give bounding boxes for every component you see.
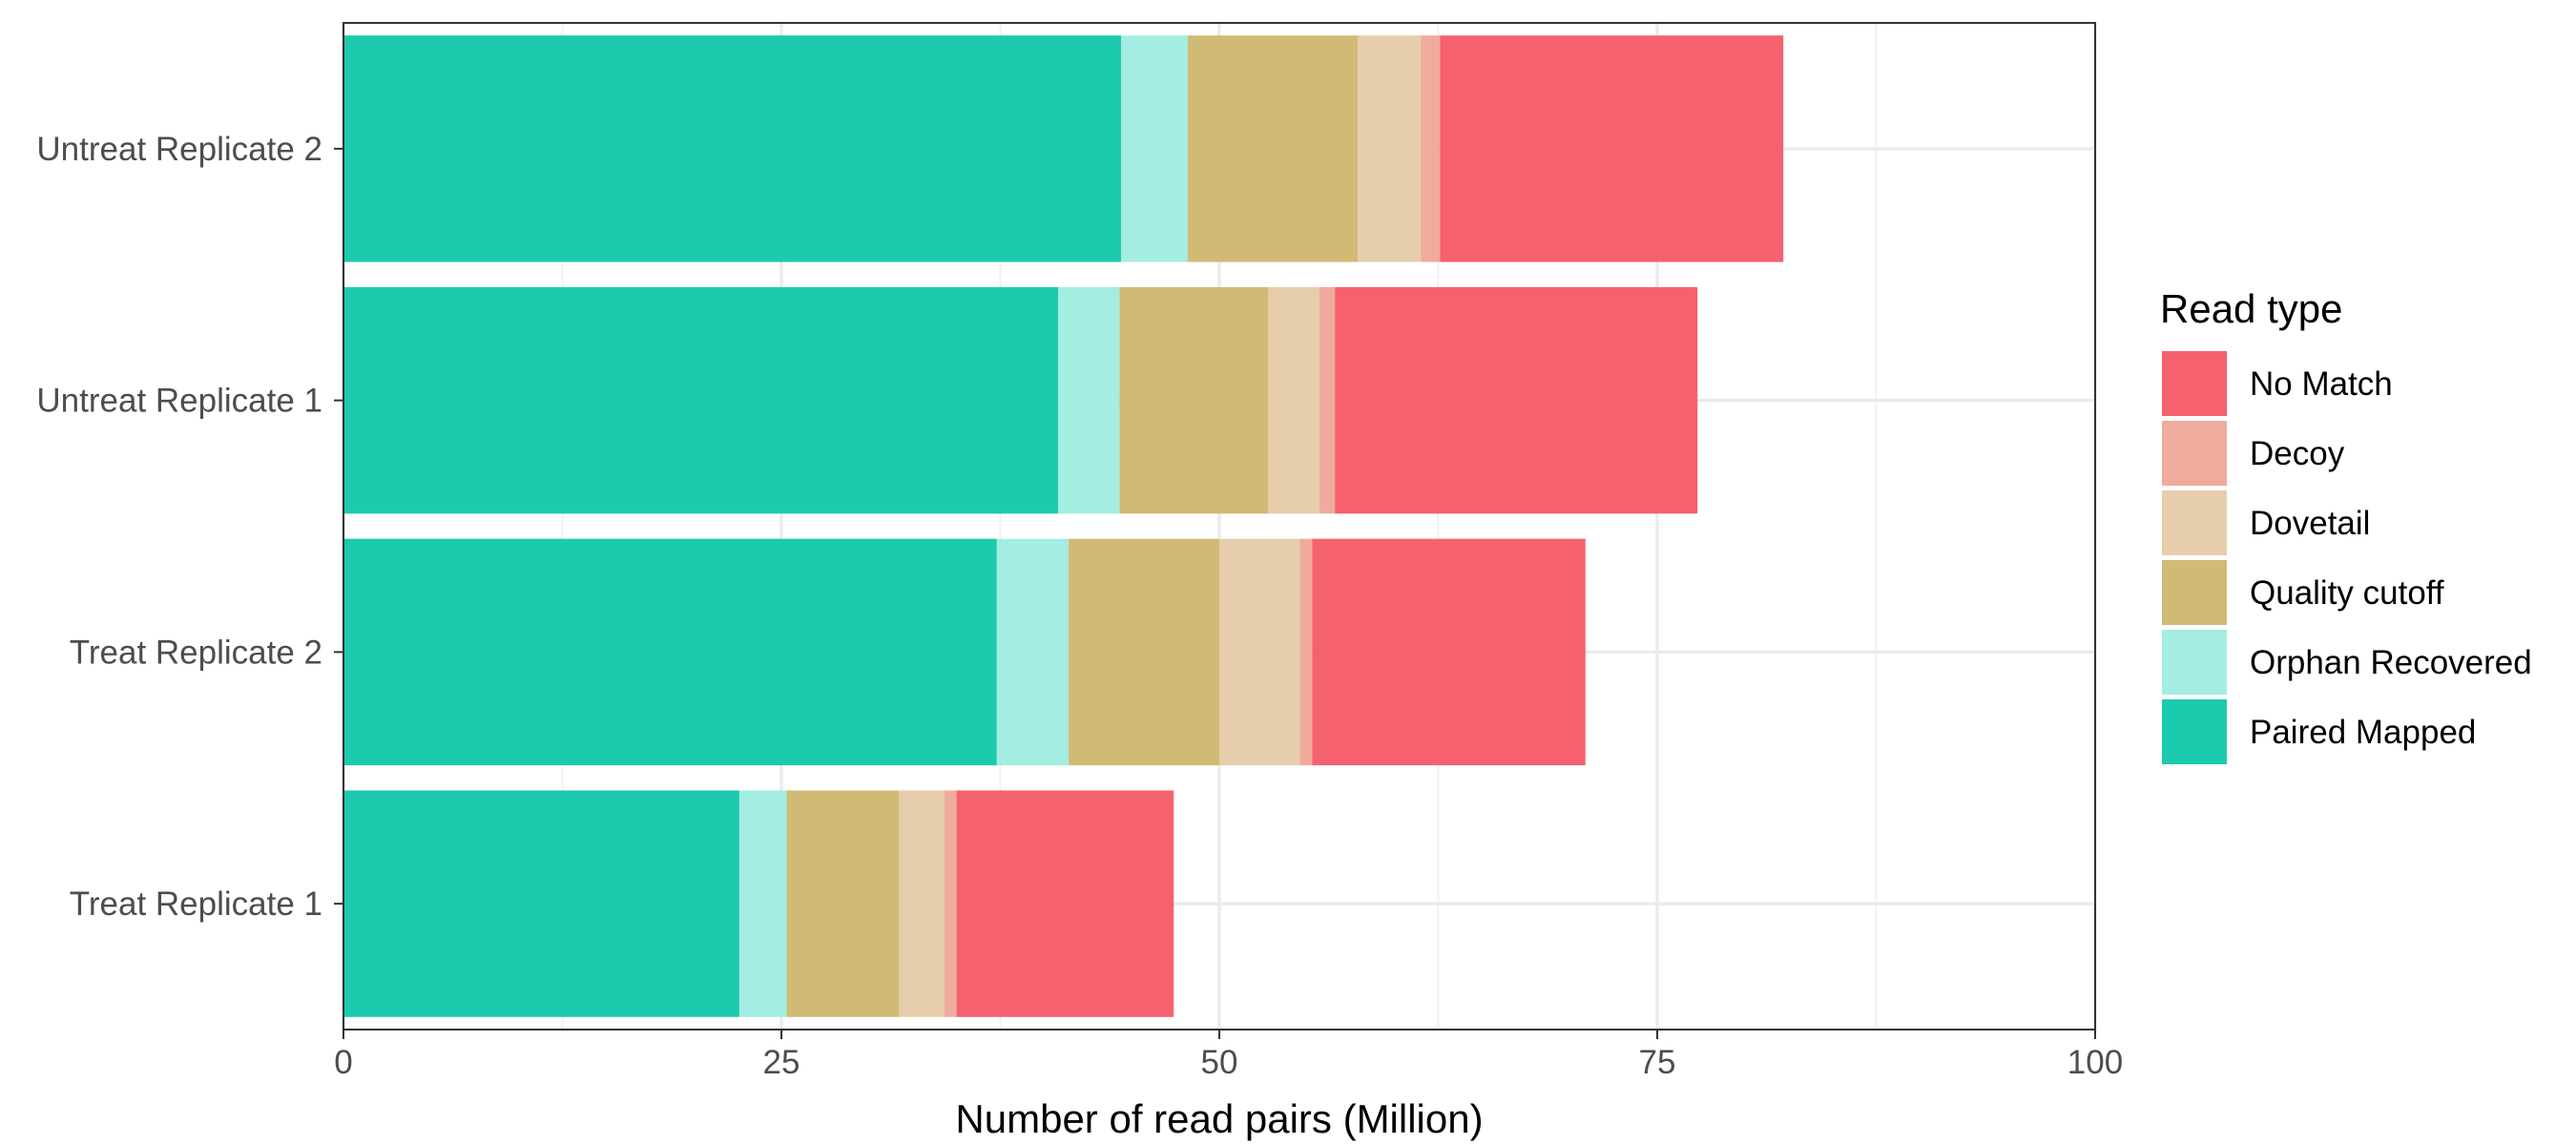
legend-label: Quality cutoff [2250, 574, 2444, 612]
bar-segment [1440, 35, 1784, 262]
bar-segment [1358, 35, 1422, 262]
bar-segment [1319, 286, 1336, 514]
bar-segment [738, 790, 787, 1017]
bar-segment [1299, 538, 1313, 766]
bar-segment [786, 790, 900, 1017]
legend: Read type No Match Decoy Dovetail Quality c… [2160, 286, 2532, 764]
bar-segment [956, 790, 1174, 1017]
bar-segment [343, 790, 739, 1017]
bar-segment [1069, 538, 1219, 766]
legend-key [2162, 490, 2227, 555]
bar-segment [1421, 35, 1441, 262]
bar-segment [1268, 286, 1319, 514]
legend-key [2162, 560, 2227, 625]
legend-key [2162, 421, 2227, 486]
bar-segment [1119, 286, 1269, 514]
legend-label: No Match [2250, 365, 2393, 403]
legend-title: Read type [2160, 286, 2342, 331]
bar-segment [1312, 538, 1586, 766]
x-axis-title: Number of read pairs (Million) [955, 1096, 1483, 1141]
x-tick-label: 50 [1201, 1044, 1238, 1081]
bar-segment [343, 35, 1122, 262]
x-tick-label: 0 [334, 1044, 352, 1081]
bar-segment [944, 790, 957, 1017]
axis-layer: 0 25 50 75 100 Treat Replicate 1 Treat Replica… [36, 131, 2123, 1081]
legend-label: Decoy [2250, 435, 2345, 472]
y-tick-label: Treat Replicate 2 [70, 634, 322, 671]
bar-segment [343, 286, 1059, 514]
bar-segment [1219, 538, 1300, 766]
legend-key [2162, 351, 2227, 416]
bar-segment [1187, 35, 1359, 262]
x-tick-label: 25 [763, 1044, 800, 1081]
bar-segment [343, 538, 997, 766]
bar-layer [343, 35, 1784, 1017]
legend-label: Paired Mapped [2250, 714, 2476, 751]
bar-segment [1121, 35, 1188, 262]
legend-label: Orphan Recovered [2250, 644, 2532, 681]
y-tick-label: Untreat Replicate 1 [36, 383, 322, 420]
bar-segment [996, 538, 1070, 766]
y-tick-label: Treat Replicate 1 [70, 885, 322, 923]
bar-segment [1335, 286, 1698, 514]
x-tick-label: 100 [2067, 1044, 2123, 1081]
x-tick-label: 75 [1639, 1044, 1676, 1081]
y-tick-label: Untreat Replicate 2 [36, 131, 322, 168]
bar-segment [899, 790, 945, 1017]
bar-segment [1058, 286, 1120, 514]
legend-key [2162, 699, 2227, 764]
legend-key [2162, 630, 2227, 695]
legend-label: Dovetail [2250, 505, 2370, 542]
